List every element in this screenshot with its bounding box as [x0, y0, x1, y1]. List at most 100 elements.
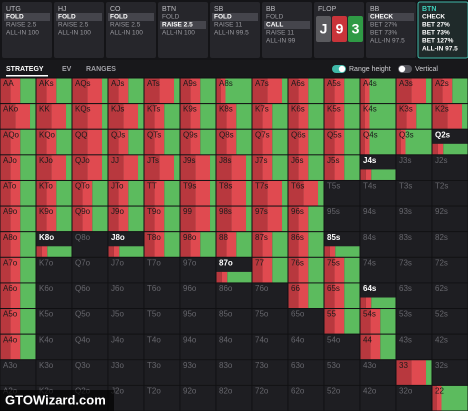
action-option[interactable]: FOLD [214, 14, 232, 21]
hand-cell[interactable] [179, 256, 217, 284]
hand-cell[interactable] [431, 282, 468, 309]
hand-label[interactable]: T4s [363, 182, 376, 191]
action-option[interactable]: FOLD [162, 14, 180, 21]
hand-label[interactable]: 96s [291, 207, 304, 216]
hand-label[interactable]: 84o [219, 335, 233, 344]
hand-label[interactable]: 76o [255, 284, 269, 293]
hand-label[interactable]: T6o [147, 284, 161, 293]
hand-label[interactable]: 55 [327, 310, 336, 319]
hand-label[interactable]: K7s [255, 105, 269, 114]
action-option[interactable]: BET 73% [370, 30, 398, 37]
action-option[interactable]: FOLD [6, 14, 24, 21]
hand-label[interactable]: T4o [147, 335, 161, 344]
hand-label[interactable]: K8o [39, 233, 54, 242]
hand-label[interactable]: J3s [399, 156, 411, 165]
action-option[interactable]: BET 73% [422, 30, 450, 37]
action-option[interactable]: CALL [266, 22, 283, 29]
hand-label[interactable]: K6o [39, 284, 54, 293]
hand-label[interactable]: 75o [255, 310, 269, 319]
tab[interactable]: EV [62, 66, 72, 73]
hand-label[interactable]: 74s [363, 258, 376, 267]
hand-label[interactable]: QTs [147, 130, 161, 139]
action-option[interactable]: ALL-IN 100 [58, 30, 91, 37]
hand-cell[interactable] [143, 384, 181, 411]
hand-label[interactable]: J2s [435, 156, 447, 165]
hand-label[interactable]: ATs [147, 79, 160, 88]
hand-label[interactable]: J5o [111, 310, 124, 319]
hand-label[interactable]: 62s [435, 284, 448, 293]
hand-label[interactable]: J4o [111, 335, 124, 344]
hand-label[interactable]: KJo [39, 156, 53, 165]
hand-label[interactable]: T2s [435, 182, 448, 191]
hand-label[interactable]: 87o [219, 258, 233, 267]
hand-label[interactable]: A6s [291, 79, 305, 88]
hand-label[interactable]: JTs [147, 156, 159, 165]
action-column[interactable] [417, 1, 468, 59]
hand-cell[interactable] [71, 231, 109, 258]
hand-label[interactable]: 43o [363, 361, 377, 370]
hand-label[interactable]: K9o [39, 207, 54, 216]
hand-label[interactable]: 33 [399, 361, 408, 370]
hand-label[interactable]: ATo [3, 182, 17, 191]
action-column[interactable] [262, 2, 312, 58]
hand-label[interactable]: Q5s [327, 130, 342, 139]
hand-label[interactable]: Q9o [75, 207, 91, 216]
action-option[interactable]: RAISE 2.5 [6, 22, 37, 29]
hand-label[interactable]: J4s [363, 156, 377, 165]
hand-label[interactable]: A8o [3, 233, 18, 242]
hand-label[interactable]: A9s [183, 79, 197, 88]
hand-label[interactable]: K6s [291, 105, 305, 114]
hand-label[interactable]: 52s [435, 310, 448, 319]
hand-cell[interactable] [71, 308, 109, 335]
hand-label[interactable]: A2s [435, 79, 449, 88]
hand-label[interactable]: K3o [39, 361, 54, 370]
hand-label[interactable]: A7s [255, 79, 269, 88]
hand-label[interactable]: 73o [255, 361, 269, 370]
hand-label[interactable]: KQo [39, 130, 56, 139]
hand-cell[interactable] [323, 384, 361, 411]
hand-label[interactable]: 72s [435, 258, 448, 267]
hand-label[interactable]: QQ [75, 130, 87, 139]
hand-label[interactable]: 66 [291, 284, 300, 293]
hand-cell[interactable] [71, 256, 109, 284]
hand-label[interactable]: J6o [111, 284, 124, 293]
hand-label[interactable]: T5s [327, 182, 340, 191]
hand-cell[interactable] [359, 359, 397, 386]
hand-label[interactable]: Q2s [435, 130, 451, 139]
hand-label[interactable]: 53o [327, 361, 341, 370]
hand-cell[interactable] [359, 231, 397, 258]
hand-label[interactable]: AA [3, 79, 14, 88]
hand-label[interactable]: 97o [183, 258, 197, 267]
action-option[interactable]: CHECK [370, 14, 393, 21]
hand-label[interactable]: J5s [327, 156, 339, 165]
hand-label[interactable]: K5o [39, 310, 54, 319]
hand-label[interactable]: Q7o [75, 258, 91, 267]
hand-label[interactable]: A5o [3, 310, 18, 319]
hand-label[interactable]: 85s [327, 233, 341, 242]
hand-cell[interactable] [431, 256, 468, 284]
hand-label[interactable]: T3s [399, 182, 412, 191]
action-option[interactable]: ALL-IN 100 [6, 30, 39, 37]
hand-label[interactable]: 65s [327, 284, 340, 293]
hand-label[interactable]: JJ [111, 156, 119, 165]
action-option[interactable]: RAISE 11 [266, 30, 294, 37]
hand-label[interactable]: 94o [183, 335, 197, 344]
hand-cell[interactable] [35, 308, 73, 335]
hand-cell[interactable] [251, 333, 289, 361]
hand-label[interactable]: J9s [183, 156, 195, 165]
hand-label[interactable]: AKo [3, 105, 19, 114]
hand-label[interactable]: 52o [327, 386, 341, 395]
hand-label[interactable]: Q6s [291, 130, 306, 139]
hand-cell[interactable] [143, 308, 181, 335]
hand-label[interactable]: AJs [111, 79, 124, 88]
toggle-label[interactable]: Vertical [415, 66, 438, 73]
hand-label[interactable]: J7o [111, 258, 124, 267]
hand-label[interactable]: Q7s [255, 130, 270, 139]
hand-label[interactable]: AKs [39, 79, 54, 88]
action-option[interactable]: CHECK [422, 14, 445, 21]
hand-cell[interactable] [107, 256, 145, 284]
hand-label[interactable]: AQo [3, 130, 20, 139]
action-option[interactable]: RAISE 2.5 [162, 22, 193, 29]
hand-label[interactable]: 95s [327, 207, 340, 216]
hand-label[interactable]: K4s [363, 105, 377, 114]
